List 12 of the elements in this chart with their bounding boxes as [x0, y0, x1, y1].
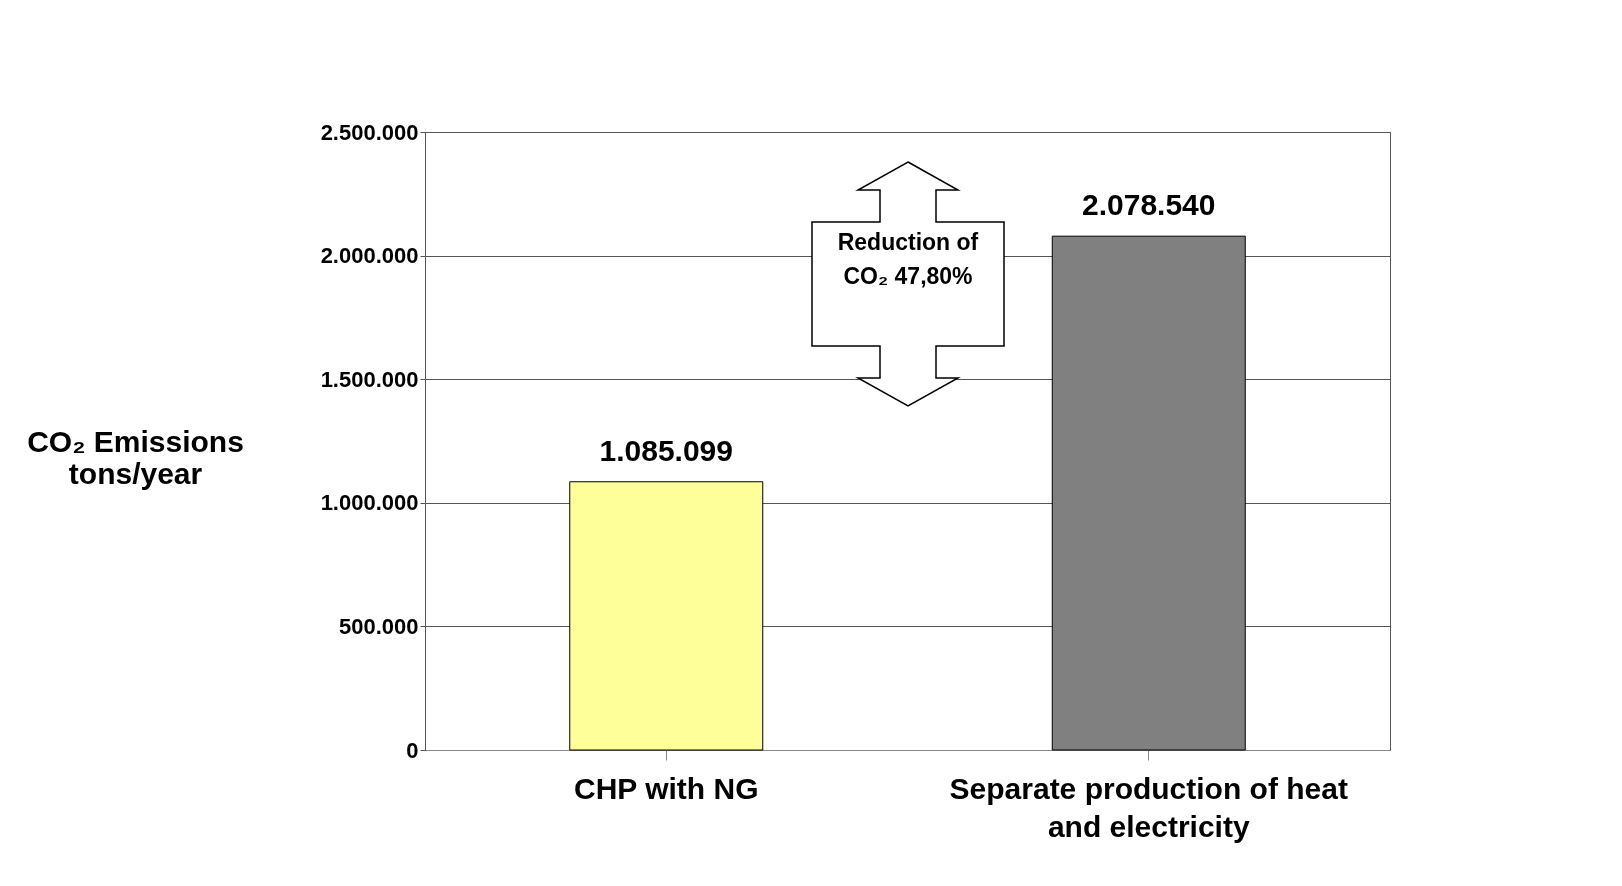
y-tick-label: 1.000.000	[320, 490, 419, 516]
data-label: 1.085.099	[599, 433, 733, 467]
y-tick-label: 1.500.000	[320, 366, 419, 392]
x-tick-label: CHP with NG	[574, 771, 759, 805]
annotation: Reduction of CO₂ 47,80%	[836, 228, 980, 291]
y-tick-label: 0	[406, 737, 419, 763]
y-axis-title: CO₂ Emissions tons/year	[27, 424, 244, 490]
data-label: 2.078.540	[1082, 188, 1216, 222]
y-tick-label: 500.000	[338, 613, 419, 639]
x-tick-label: Separate production of heat and electricity	[949, 771, 1348, 843]
y-tick-label: 2.500.000	[320, 119, 419, 145]
y-tick-label: 2.000.000	[320, 243, 419, 269]
